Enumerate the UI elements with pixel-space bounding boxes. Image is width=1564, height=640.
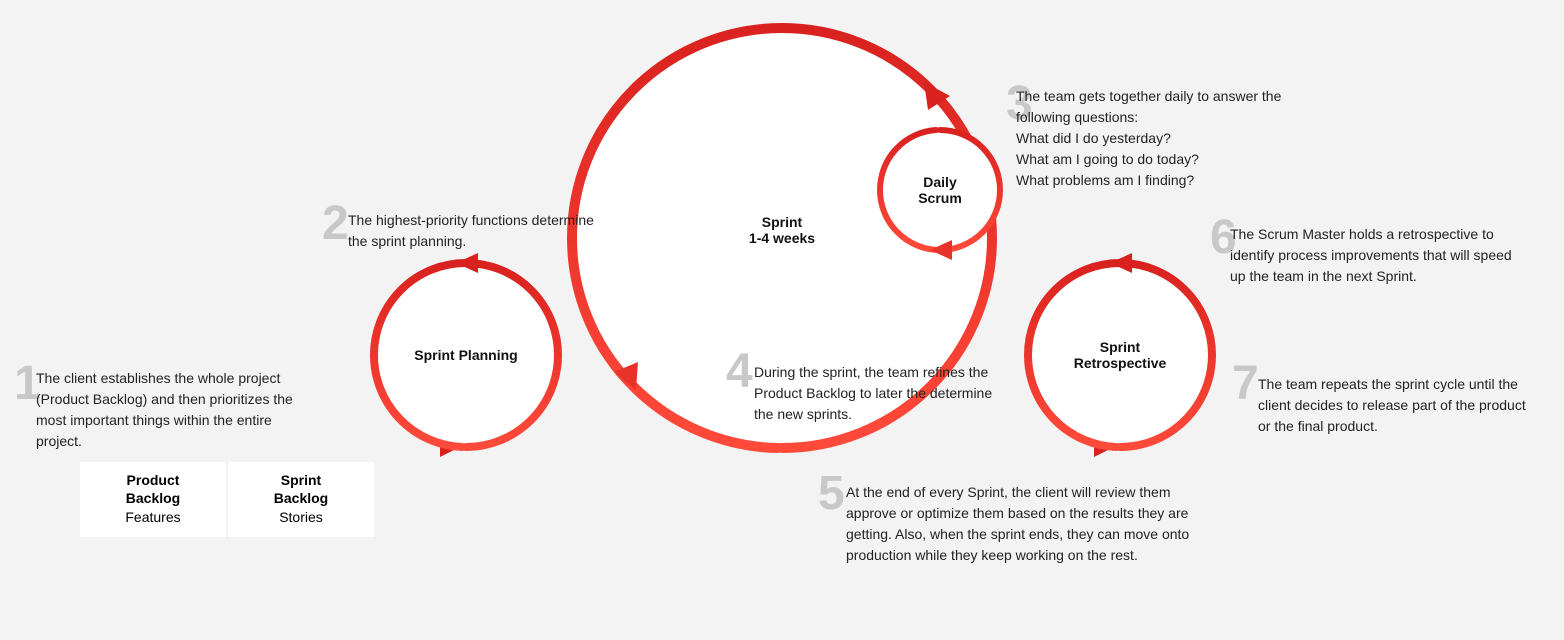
step-number-2: 2 <box>322 200 349 248</box>
step-number-4: 4 <box>726 348 753 396</box>
step-3-q2: What am I going to do today? <box>1016 149 1316 170</box>
step-3-q1: What did I do yesterday? <box>1016 128 1316 149</box>
sprint-backlog-title-1: Sprint <box>281 472 321 488</box>
step-text-5: At the end of every Sprint, the client w… <box>846 482 1206 566</box>
sprint-label-line2: 1-4 weeks <box>702 230 862 246</box>
step-text-3: The team gets together daily to answer t… <box>1016 86 1316 191</box>
diagram-svg <box>0 0 1564 640</box>
step-text-6: The Scrum Master holds a retrospective t… <box>1230 224 1530 287</box>
scrum-diagram: { "layout": { "width": 1564, "height": 6… <box>0 0 1564 640</box>
product-backlog-box: Product Backlog Features <box>80 462 226 537</box>
sprint-backlog-box: Sprint Backlog Stories <box>228 462 374 537</box>
step-text-1: The client establishes the whole project… <box>36 368 308 452</box>
product-backlog-title-2: Backlog <box>126 490 180 506</box>
sprint-label: Sprint 1-4 weeks <box>702 214 862 246</box>
step-text-2: The highest-priority functions determine… <box>348 210 598 252</box>
step-text-4: During the sprint, the team refines the … <box>754 362 998 425</box>
sprint-label-line1: Sprint <box>702 214 862 230</box>
retrospective-label-line2: Retrospective <box>1050 355 1190 371</box>
product-backlog-subtitle: Features <box>88 509 218 525</box>
daily-scrum-label-line1: Daily <box>895 174 985 190</box>
retrospective-label-line1: Sprint <box>1050 339 1190 355</box>
step-3-intro: The team gets together daily to answer t… <box>1016 88 1281 125</box>
step-3-q3: What problems am I finding? <box>1016 170 1316 191</box>
daily-scrum-label-line2: Scrum <box>895 190 985 206</box>
daily-scrum-label: Daily Scrum <box>895 174 985 206</box>
step-number-7: 7 <box>1232 360 1259 408</box>
sprint-backlog-title-2: Backlog <box>274 490 328 506</box>
product-backlog-title-1: Product <box>127 472 180 488</box>
sprint-backlog-subtitle: Stories <box>236 509 366 525</box>
retrospective-label: Sprint Retrospective <box>1050 339 1190 371</box>
step-number-5: 5 <box>818 470 845 518</box>
step-text-7: The team repeats the sprint cycle until … <box>1258 374 1538 437</box>
sprint-planning-label: Sprint Planning <box>396 347 536 363</box>
